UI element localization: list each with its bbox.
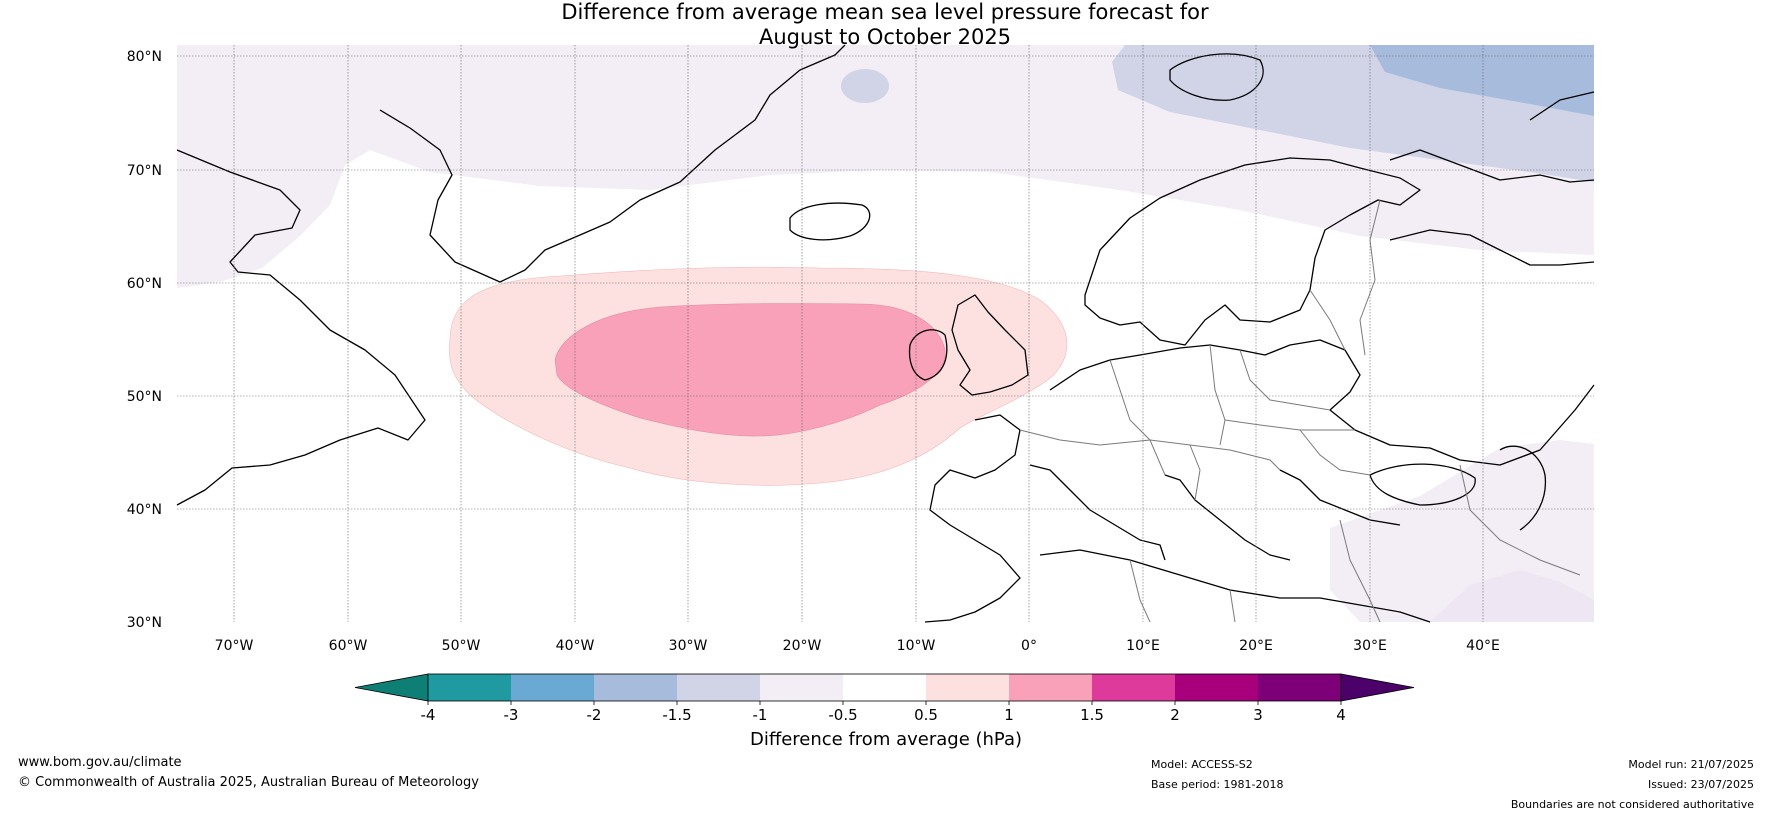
colorbar-tick-label: 1 (1004, 706, 1014, 724)
lon-label: 50°W (442, 638, 481, 654)
coastlines (176, 44, 1595, 623)
lon-label: 40°W (556, 638, 595, 654)
colorbar-segment (594, 674, 677, 701)
graticule (177, 45, 1594, 622)
colorbar-tick-label: 1.5 (1080, 706, 1104, 724)
map-title: Difference from average mean sea level p… (0, 0, 1770, 50)
colorbar (354, 673, 1415, 705)
colorbar-segment (1009, 674, 1092, 701)
lon-label: 10°W (897, 638, 936, 654)
colorbar-segment (677, 674, 760, 701)
title-line-1: Difference from average mean sea level p… (561, 0, 1209, 24)
colorbar-tick-label: 4 (1336, 706, 1346, 724)
colorbar-segment (1175, 674, 1258, 701)
lon-label: 10°E (1126, 638, 1160, 654)
lon-label: 60°W (329, 638, 368, 654)
colorbar-tick-label: 0.5 (914, 706, 938, 724)
colorbar-tick-label: 2 (1170, 706, 1180, 724)
colorbar-tick-label: -3 (504, 706, 519, 724)
lat-label: 80°N (127, 49, 162, 65)
colorbar-tick-label: -2 (587, 706, 602, 724)
colorbar-segment (1258, 674, 1341, 701)
model-name: Model: ACCESS-S2 (1151, 758, 1253, 771)
colorbar-tick-label: -4 (421, 706, 436, 724)
colorbar-tick-label: -0.5 (828, 706, 857, 724)
lon-label: 30°W (669, 638, 708, 654)
colorbar-label: Difference from average (hPa) (750, 729, 1022, 750)
lat-label: 30°N (127, 615, 162, 631)
issued-date: Issued: 23/07/2025 (1647, 778, 1754, 791)
colorbar-tick-label: -1.5 (662, 706, 691, 724)
colorbar-segment (1092, 674, 1175, 701)
model-run-date: Model run: 21/07/2025 (1628, 758, 1754, 771)
colorbar-tick-labels: -4 -3 -2 -1.5 -1 -0.5 0.5 1 1.5 2 3 4 (421, 706, 1346, 724)
anomaly-shading-negative (177, 45, 1594, 622)
longitude-labels: 70°W 60°W 50°W 40°W 30°W 20°W 10°W 0° 10… (215, 638, 1500, 654)
lat-label: 40°N (127, 502, 162, 518)
colorbar-extend-high (1340, 673, 1415, 702)
title-line-2: August to October 2025 (758, 25, 1012, 49)
lon-label: 70°W (215, 638, 254, 654)
lon-label: 0° (1021, 638, 1037, 654)
colorbar-segment (511, 674, 594, 701)
colorbar-segment (760, 674, 843, 701)
colorbar-segment (843, 674, 926, 701)
country-borders (1019, 199, 1581, 623)
lat-label: 60°N (127, 276, 162, 292)
lon-label: 40°E (1466, 638, 1500, 654)
colorbar-segment (428, 674, 511, 701)
colorbar-segment (926, 674, 1009, 701)
lon-label: 20°W (783, 638, 822, 654)
lon-label: 20°E (1239, 638, 1273, 654)
lat-label: 70°N (127, 163, 162, 179)
lon-label: 30°E (1353, 638, 1387, 654)
base-period: Base period: 1981-2018 (1151, 778, 1284, 791)
colorbar-extend-low (354, 673, 429, 702)
colorbar-outline (427, 673, 1342, 702)
copyright-notice: © Commonwealth of Australia 2025, Austra… (18, 775, 479, 790)
anomaly-shading-positive (449, 266, 1068, 486)
colorbar-tick-label: -1 (753, 706, 768, 724)
latitude-labels: 80°N 70°N 60°N 50°N 40°N 30°N (127, 49, 162, 631)
lat-label: 50°N (127, 389, 162, 405)
boundaries-disclaimer: Boundaries are not considered authoritat… (1510, 798, 1754, 811)
website-link[interactable]: www.bom.gov.au/climate (18, 755, 182, 770)
colorbar-tick-label: 3 (1253, 706, 1263, 724)
